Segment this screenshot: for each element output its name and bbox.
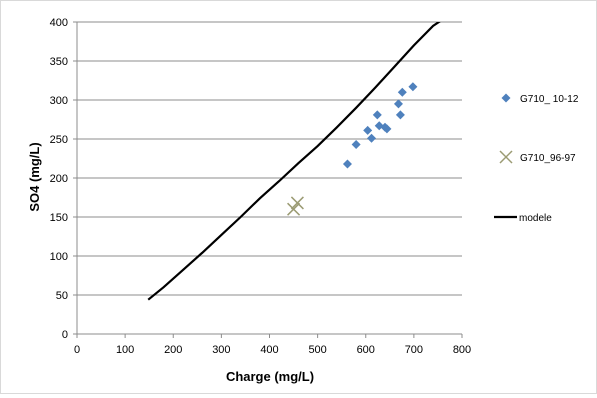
x-tick-label-700: 700 xyxy=(405,344,423,356)
point-0-3 xyxy=(367,133,377,143)
plot-grid xyxy=(77,21,462,296)
point-1-1-b xyxy=(290,196,304,210)
point-0-10 xyxy=(397,87,407,97)
y-tick-label-0: 0 xyxy=(62,329,68,341)
x-tick-label-200: 200 xyxy=(164,344,182,356)
x-tick-label-300: 300 xyxy=(212,344,230,356)
x-tick-label-600: 600 xyxy=(357,344,375,356)
point-0-7 xyxy=(382,124,392,134)
legend-item-2: modele xyxy=(494,213,552,224)
x-tick-label-400: 400 xyxy=(260,344,278,356)
plot-ticks: 0 50 100 150 200 250 300 350 400 0 100 200 300 400 500… xyxy=(50,17,472,356)
point-1-1 xyxy=(290,196,304,210)
point-1-0-b xyxy=(287,202,301,216)
y-tick-label-300: 300 xyxy=(50,95,68,107)
y-tick-label-400: 400 xyxy=(50,17,68,29)
x-tick-label-100: 100 xyxy=(116,344,134,356)
y-axis-title: SO4 (mg/L) xyxy=(27,142,42,211)
point-0-11 xyxy=(408,82,418,92)
legend-item-1: G710_96-97 xyxy=(499,150,576,164)
legend-label-1: G710_96-97 xyxy=(520,153,576,164)
legend-item-0: G710_ 10-12 xyxy=(501,93,579,105)
x-axis-title: Charge (mg/L) xyxy=(226,369,314,384)
point-0-5 xyxy=(374,121,384,131)
y-tick-label-100: 100 xyxy=(50,251,68,263)
point-0-2 xyxy=(363,125,373,135)
point-0-1 xyxy=(351,139,361,149)
x-tick-label-500: 500 xyxy=(308,344,326,356)
y-tick-label-200: 200 xyxy=(50,173,68,185)
series-2 xyxy=(147,22,441,301)
point-0-4 xyxy=(372,110,382,120)
series-1 xyxy=(287,196,304,216)
y-tick-label-250: 250 xyxy=(50,134,68,146)
y-tick-label-350: 350 xyxy=(50,56,68,68)
y-tick-label-150: 150 xyxy=(50,212,68,224)
point-0-8 xyxy=(393,99,403,109)
x-tick-label-800: 800 xyxy=(453,344,471,356)
legend-swatch-0 xyxy=(501,93,511,103)
point-0-0 xyxy=(342,159,352,169)
legend-label-0: G710_ 10-12 xyxy=(520,94,579,105)
series-0 xyxy=(342,82,418,169)
series-line-2 xyxy=(147,22,441,301)
plot-series xyxy=(147,22,441,301)
point-0-9 xyxy=(395,110,405,120)
legend-swatch-1 xyxy=(499,150,513,164)
legend-swatch-1-b xyxy=(499,150,513,164)
legend-label-2: modele xyxy=(519,213,552,224)
x-tick-label-0: 0 xyxy=(74,344,80,356)
y-tick-label-50: 50 xyxy=(56,290,68,302)
point-1-0 xyxy=(287,202,301,216)
